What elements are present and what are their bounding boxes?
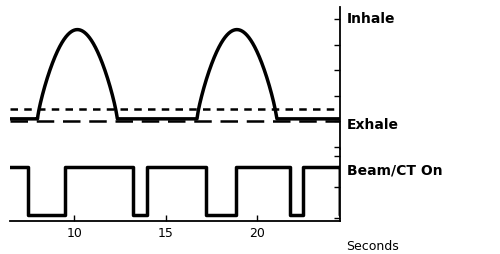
Text: Exhale: Exhale xyxy=(346,117,399,131)
Text: Inhale: Inhale xyxy=(346,12,395,26)
Text: Seconds: Seconds xyxy=(346,239,400,252)
Text: Beam/CT On: Beam/CT On xyxy=(346,163,442,177)
